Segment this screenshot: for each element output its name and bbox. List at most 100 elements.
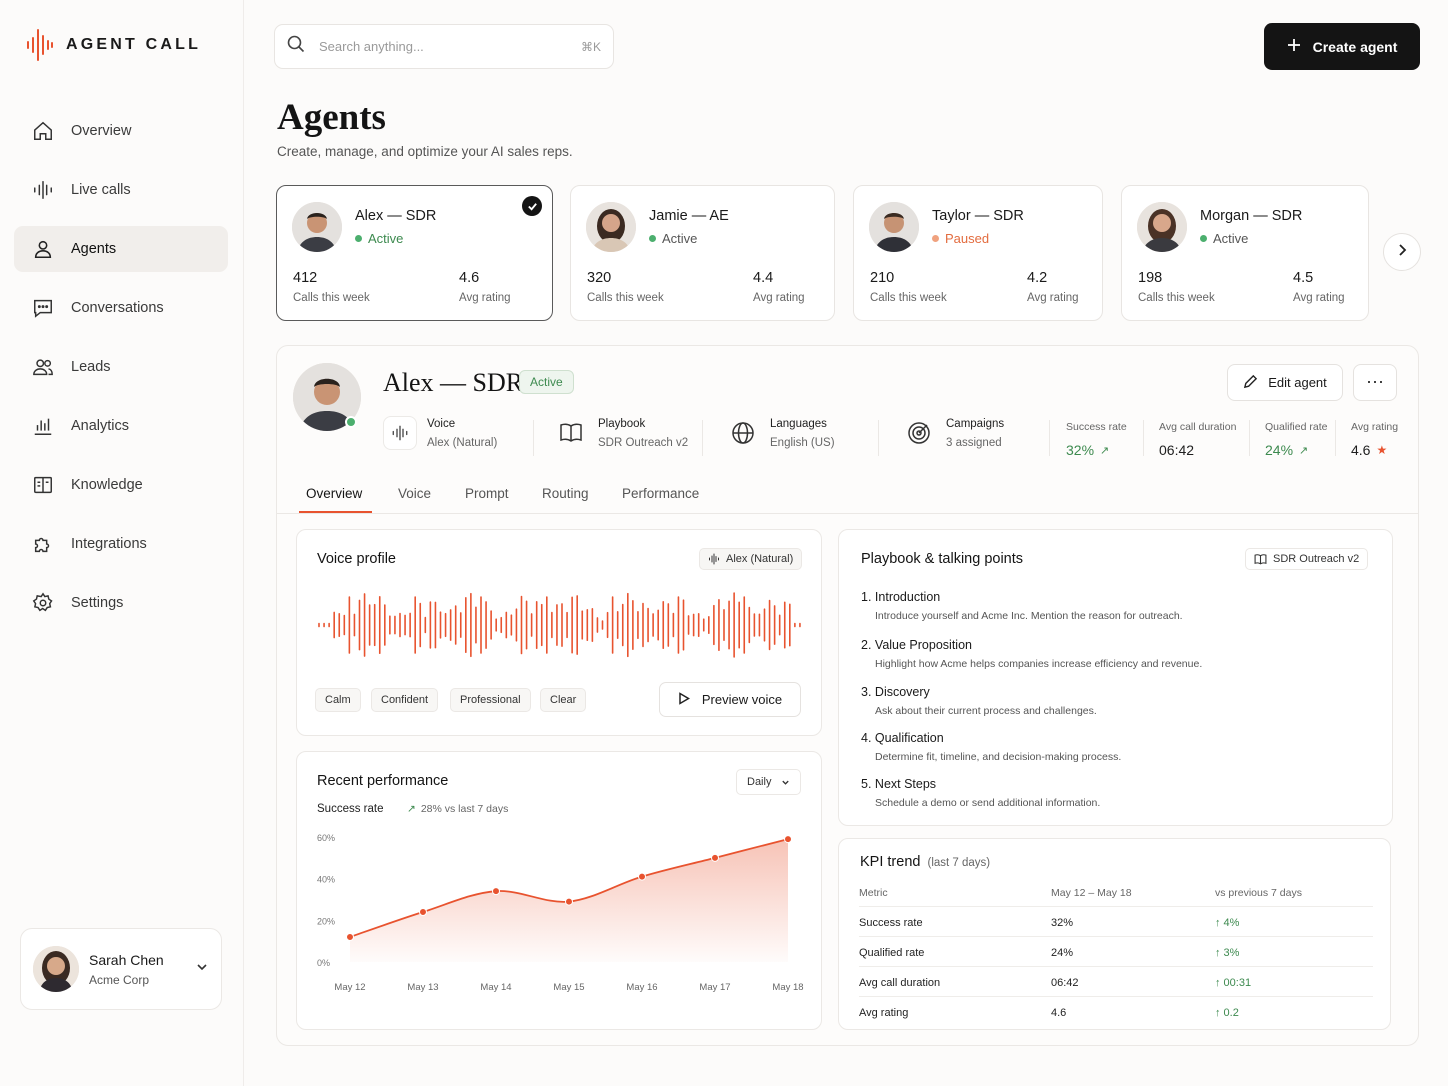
book-open-icon <box>554 416 588 450</box>
agent-card-morgan[interactable]: Morgan — SDR Active 198 Calls this week … <box>1121 185 1369 321</box>
user-icon <box>31 237 55 261</box>
voice-chip-label: Alex (Natural) <box>726 553 794 565</box>
data-point <box>492 887 500 896</box>
agent-card-taylor[interactable]: Taylor — SDR Paused 210 Calls this week … <box>853 185 1103 321</box>
preview-voice-label: Preview voice <box>701 692 783 707</box>
star-icon: ★ <box>1376 443 1388 457</box>
trend-up-icon: ↗ <box>1100 444 1110 457</box>
meta-value: English (US) <box>770 436 835 449</box>
next-agents-button[interactable] <box>1383 233 1421 271</box>
preview-voice-button[interactable]: Preview voice <box>659 682 801 717</box>
sidebar-item-analytics[interactable]: Analytics <box>14 403 228 449</box>
agent-detail-panel: Alex — SDR Active Edit agent ⋯ Voice Alex… <box>276 345 1419 1046</box>
home-icon <box>31 119 55 143</box>
meta-label: Languages <box>770 417 827 430</box>
meta-playbook: Playbook SDR Outreach v2 <box>554 416 688 450</box>
stat-qualified-rate: Qualified rate 24% ↗ <box>1265 421 1327 458</box>
tab-overview[interactable]: Overview <box>306 486 363 501</box>
sidebar-item-settings[interactable]: Settings <box>14 580 228 626</box>
meta-value: SDR Outreach v2 <box>598 436 689 449</box>
create-agent-button[interactable]: Create agent <box>1264 23 1420 70</box>
agent-name: Taylor — SDR <box>932 208 1024 224</box>
create-agent-label: Create agent <box>1312 38 1398 55</box>
book-icon <box>31 473 55 497</box>
sidebar-item-agents[interactable]: Agents <box>14 226 228 272</box>
agent-card-alex[interactable]: Alex — SDR Active 412 Calls this week 4.… <box>276 185 553 321</box>
agent-name: Jamie — AE <box>649 208 729 224</box>
calls-count: 320 <box>587 270 612 286</box>
x-tick-label: May 15 <box>553 982 584 993</box>
calls-label: Calls this week <box>870 292 947 304</box>
play-icon <box>678 691 690 708</box>
panel-title: Recent performance <box>317 773 449 789</box>
sidebar-item-label: Settings <box>71 595 124 611</box>
sidebar-item-leads[interactable]: Leads <box>14 344 228 390</box>
meta-value: 3 assigned <box>946 436 1002 449</box>
meta-voice: Voice Alex (Natural) <box>383 416 497 450</box>
tab-performance[interactable]: Performance <box>622 486 700 501</box>
list-item: 3. Discovery Ask about their current pro… <box>861 685 1097 717</box>
sidebar-item-integrations[interactable]: Integrations <box>14 521 228 567</box>
stat-label: Success rate <box>1066 421 1127 433</box>
app-logo[interactable]: AGENT CALL <box>26 28 201 62</box>
sidebar-item-knowledge[interactable]: Knowledge <box>14 462 228 508</box>
agent-name: Alex — SDR <box>355 208 437 224</box>
playbook-chip-label: SDR Outreach v2 <box>1273 553 1360 565</box>
tab-routing[interactable]: Routing <box>542 486 589 501</box>
agent-card-jamie[interactable]: Jamie — AE Active 320 Calls this week 4.… <box>570 185 835 321</box>
edit-agent-button[interactable]: Edit agent <box>1227 364 1343 401</box>
sidebar-item-live-calls[interactable]: Live calls <box>14 167 228 213</box>
x-tick-label: May 14 <box>480 982 511 993</box>
chat-icon <box>31 296 55 320</box>
meta-campaigns: Campaigns 3 assigned <box>902 416 1004 450</box>
puzzle-icon <box>31 532 55 556</box>
data-point <box>784 835 792 844</box>
waveform-logo-icon <box>27 29 53 61</box>
list-item: 2. Value Proposition Highlight how Acme … <box>861 638 1203 670</box>
status-badge: Paused <box>932 231 989 246</box>
tab-voice[interactable]: Voice <box>398 486 432 501</box>
user-org: Acme Corp <box>89 972 150 987</box>
playbook-chip: SDR Outreach v2 <box>1245 548 1369 570</box>
meta-label: Voice <box>427 417 456 430</box>
chevron-right-icon <box>1395 243 1409 262</box>
panel-title: Voice profile <box>317 551 396 567</box>
series-area <box>350 839 788 962</box>
calls-label: Calls this week <box>587 292 664 304</box>
page-subtitle: Create, manage, and optimize your AI sal… <box>277 144 573 159</box>
calls-label: Calls this week <box>293 292 370 304</box>
stat-label: Avg rating <box>1351 421 1399 433</box>
delta-text: ↗ 28% vs last 7 days <box>407 803 508 815</box>
data-point <box>419 908 427 916</box>
meta-languages: Languages English (US) <box>726 416 835 450</box>
y-tick-label: 60% <box>317 833 335 843</box>
search-input[interactable]: Search anything... <box>319 39 424 54</box>
list-item: 5. Next Steps Schedule a demo or send ad… <box>861 777 1101 809</box>
voice-waveform <box>318 592 801 658</box>
tag-clear: Clear <box>540 688 587 712</box>
online-indicator <box>345 416 357 428</box>
y-tick-label: 0% <box>317 958 330 968</box>
search-bar[interactable]: Search anything... ⌘K <box>274 24 614 69</box>
period-value: Daily <box>747 776 772 788</box>
waveform-icon <box>383 416 417 450</box>
meta-label: Playbook <box>598 417 646 430</box>
sidebar-item-label: Live calls <box>71 182 131 198</box>
period-select[interactable]: Daily <box>736 769 802 795</box>
voice-chip: Alex (Natural) <box>699 548 803 570</box>
calls-count: 210 <box>870 270 895 286</box>
sidebar: AGENT CALL Overview Live calls Agents Co… <box>0 0 244 1086</box>
y-tick-label: 40% <box>317 875 335 885</box>
user-account-menu[interactable]: Sarah Chen Acme Corp <box>20 928 222 1010</box>
app-name: AGENT CALL <box>66 36 202 53</box>
edit-agent-label: Edit agent <box>1268 375 1327 390</box>
sidebar-item-overview[interactable]: Overview <box>14 108 228 154</box>
check-icon <box>522 196 542 216</box>
tab-prompt[interactable]: Prompt <box>465 486 509 501</box>
chevron-down-icon[interactable] <box>195 960 209 979</box>
tag-calm: Calm <box>315 688 361 712</box>
more-options-button[interactable]: ⋯ <box>1353 364 1397 401</box>
stat-value: 24% <box>1265 442 1294 458</box>
sidebar-item-conversations[interactable]: Conversations <box>14 285 228 331</box>
stat-value: 4.6 <box>1351 442 1371 458</box>
